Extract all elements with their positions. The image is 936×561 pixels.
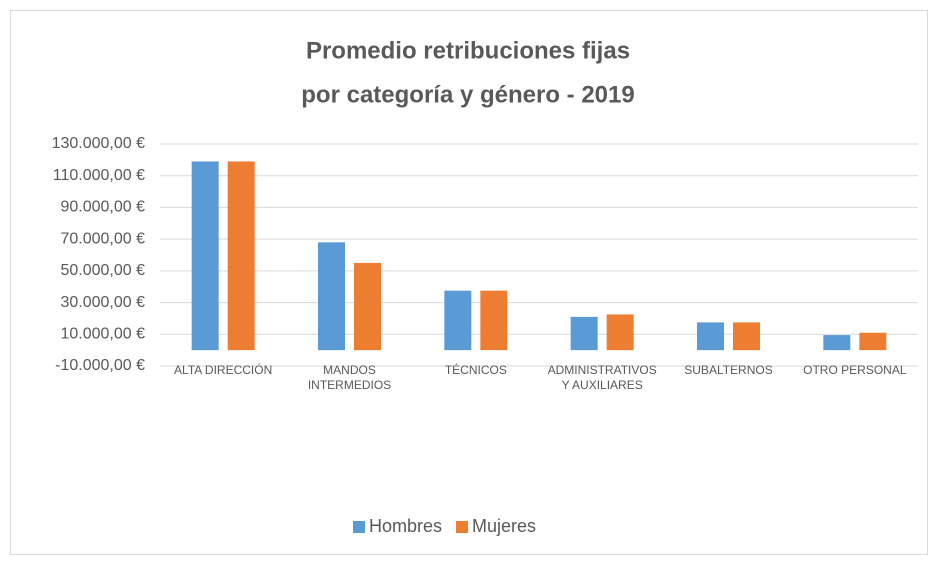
y-tick-label: 130.000,00 € [52,135,146,152]
chart-title: por categoría y género - 2019 [301,81,634,108]
y-tick-label: -10.000,00 € [55,357,145,374]
y-tick-label: 110.000,00 € [53,167,145,184]
legend-swatch [353,521,365,533]
x-tick-label: ALTA DIRECCIÓN [174,363,273,377]
chart-frame [10,10,928,555]
bar [227,161,255,351]
x-tick-label: TÉCNICOS [444,363,507,377]
bar [697,322,724,351]
chart-title: Promedio retribuciones fijas [306,37,630,64]
bar [823,335,851,351]
bar [570,316,598,351]
y-tick-label: 50.000,00 € [60,262,145,279]
y-tick-label: 10.000,00 € [60,326,145,343]
legend-label: Hombres [369,516,442,536]
y-tick-label: 70.000,00 € [60,230,145,247]
x-tick-label: SUBALTERNOS [684,363,773,377]
bar [318,242,345,351]
bar [606,314,634,351]
bar [444,290,472,351]
bar [733,322,760,351]
x-tick-label: MANDOS INTERMEDIOS [307,363,392,392]
bar [191,161,219,351]
legend-label: Mujeres [472,516,536,536]
legend-swatch [456,521,469,533]
x-tick-label: OTRO PERSONAL [803,363,907,377]
bar [480,290,508,351]
bar [354,262,381,351]
bar [859,332,887,351]
y-tick-label: 90.000,00 € [60,199,145,216]
x-tick-label: ADMINISTRATIVOS Y AUXILIARES [547,363,657,392]
y-tick-label: 30.000,00 € [60,294,145,311]
